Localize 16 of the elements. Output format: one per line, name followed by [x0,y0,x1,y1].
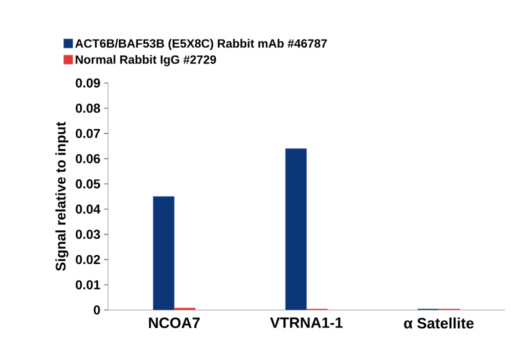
y-tick-label: 0.06 [76,154,100,164]
y-tick-label: 0.08 [76,104,100,113]
x-tick-label: VTRNA1-1 [270,318,343,328]
y-tick-label: 0.09 [76,78,100,88]
y-tick-label: 0 [94,305,100,315]
y-tick-label: 0.05 [76,179,100,188]
y-tick-label: 0.04 [76,204,100,214]
y-axis-title: Signal relative to input [55,122,68,271]
y-tick-label: 0.07 [76,128,100,138]
legend-label: ACT6B/BAF53B (E5X8C) Rabbit mAb #46787 [75,38,327,50]
x-tick-label: NCOA7 [149,318,200,328]
y-tick-label: 0.03 [76,230,100,239]
y-tick-label: 0.02 [76,254,100,264]
legend-label: Normal Rabbit IgG #2729 [76,55,216,66]
y-tick-label: 0.01 [76,280,100,290]
x-tick-label: α Satellite [404,318,474,328]
